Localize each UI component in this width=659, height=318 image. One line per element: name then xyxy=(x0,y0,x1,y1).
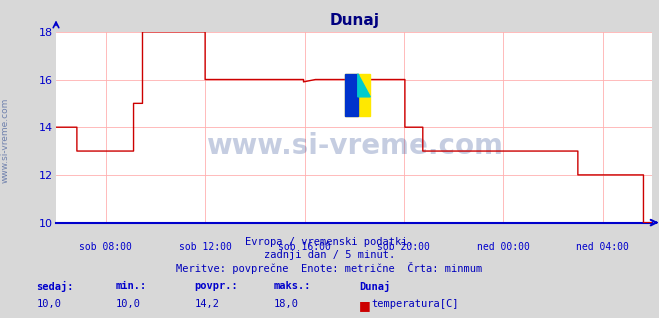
Bar xyxy=(345,74,370,116)
Bar xyxy=(345,74,358,116)
Polygon shape xyxy=(358,74,370,97)
Text: maks.:: maks.: xyxy=(273,281,311,291)
Text: ned 00:00: ned 00:00 xyxy=(477,242,530,252)
Text: sob 12:00: sob 12:00 xyxy=(179,242,231,252)
Text: temperatura[C]: temperatura[C] xyxy=(371,299,459,309)
Text: zadnji dan / 5 minut.: zadnji dan / 5 minut. xyxy=(264,250,395,259)
Text: sedaj:: sedaj: xyxy=(36,281,74,293)
Text: Evropa / vremenski podatki.: Evropa / vremenski podatki. xyxy=(245,237,414,247)
Title: Dunaj: Dunaj xyxy=(330,13,379,28)
Text: sob 16:00: sob 16:00 xyxy=(278,242,331,252)
Text: 10,0: 10,0 xyxy=(36,299,61,309)
Text: 10,0: 10,0 xyxy=(115,299,140,309)
Text: www.si-vreme.com: www.si-vreme.com xyxy=(206,132,503,160)
Text: www.si-vreme.com: www.si-vreme.com xyxy=(1,97,10,183)
Text: Meritve: povprečne  Enote: metrične  Črta: minmum: Meritve: povprečne Enote: metrične Črta:… xyxy=(177,262,482,274)
Text: ■: ■ xyxy=(359,299,371,312)
Text: sob 08:00: sob 08:00 xyxy=(79,242,132,252)
Text: Dunaj: Dunaj xyxy=(359,281,390,293)
Text: 14,2: 14,2 xyxy=(194,299,219,309)
Text: ned 04:00: ned 04:00 xyxy=(576,242,629,252)
Text: 18,0: 18,0 xyxy=(273,299,299,309)
Text: min.:: min.: xyxy=(115,281,146,291)
Text: povpr.:: povpr.: xyxy=(194,281,238,291)
Text: sob 20:00: sob 20:00 xyxy=(378,242,430,252)
